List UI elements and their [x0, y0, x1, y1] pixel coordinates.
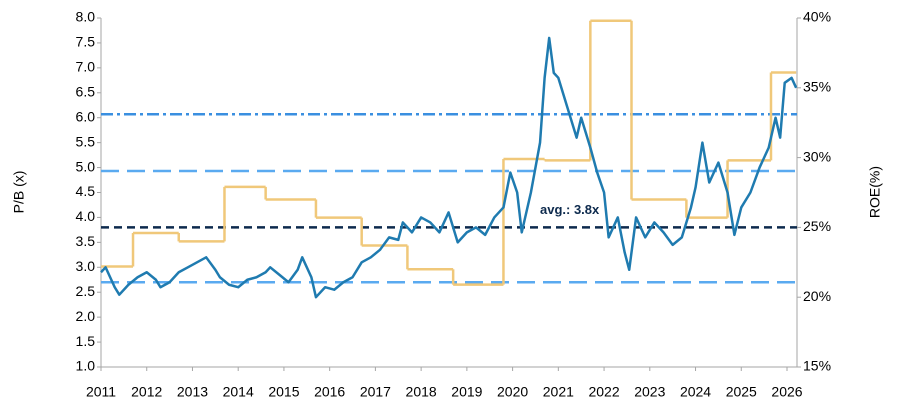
x-tick-label: 2016: [314, 384, 345, 400]
y2-tick-label: 20%: [803, 288, 831, 304]
y-tick-label: 6.0: [76, 108, 96, 124]
y2-tick-label: 15%: [803, 358, 831, 374]
pb-line: [100, 36, 798, 299]
x-tick-label: 2021: [543, 384, 574, 400]
y-tick-label: 5.0: [76, 158, 96, 174]
x-tick-label: 2013: [177, 384, 208, 400]
x-tick-label: 2018: [406, 384, 437, 400]
x-tick-label: 2025: [726, 384, 757, 400]
y-tick-label: 4.0: [76, 208, 96, 224]
y-tick-label: 7.0: [76, 59, 96, 75]
y-tick-label: 3.5: [76, 233, 96, 249]
y-tick-label: 2.0: [76, 308, 96, 324]
reference-label: avg.: 3.8x: [540, 202, 600, 217]
y-tick-label: 6.5: [76, 83, 96, 99]
x-tick-label: 2012: [131, 384, 162, 400]
y-tick-label: 1.0: [76, 358, 96, 374]
y2-tick-label: 25%: [803, 218, 831, 234]
y-tick-label: 4.5: [76, 183, 96, 199]
x-tick-label: 2026: [771, 384, 802, 400]
y-tick-label: 5.5: [76, 133, 96, 149]
y-tick-label: 1.5: [76, 333, 96, 349]
y-axis-label: P/B (x): [11, 171, 27, 214]
x-tick-label: 2024: [680, 384, 711, 400]
x-tick-label: 2015: [268, 384, 299, 400]
y-tick-label: 8.0: [76, 9, 96, 25]
x-tick-label: 2020: [497, 384, 528, 400]
x-tick-label: 2023: [634, 384, 665, 400]
y2-tick-label: 35%: [803, 79, 831, 95]
x-tick-label: 2011: [86, 384, 116, 400]
y-tick-label: 2.5: [76, 283, 96, 299]
y2-axis-label: ROE(%): [867, 166, 883, 218]
x-tick-label: 2017: [360, 384, 391, 400]
x-tick-label: 2019: [451, 384, 482, 400]
x-tick-label: 2014: [223, 384, 254, 400]
y-tick-label: 7.5: [76, 34, 96, 50]
y2-tick-label: 30%: [803, 148, 831, 164]
y2-tick-label: 40%: [803, 9, 831, 25]
x-tick-label: 2022: [588, 384, 619, 400]
y-tick-label: 3.0: [76, 258, 96, 274]
